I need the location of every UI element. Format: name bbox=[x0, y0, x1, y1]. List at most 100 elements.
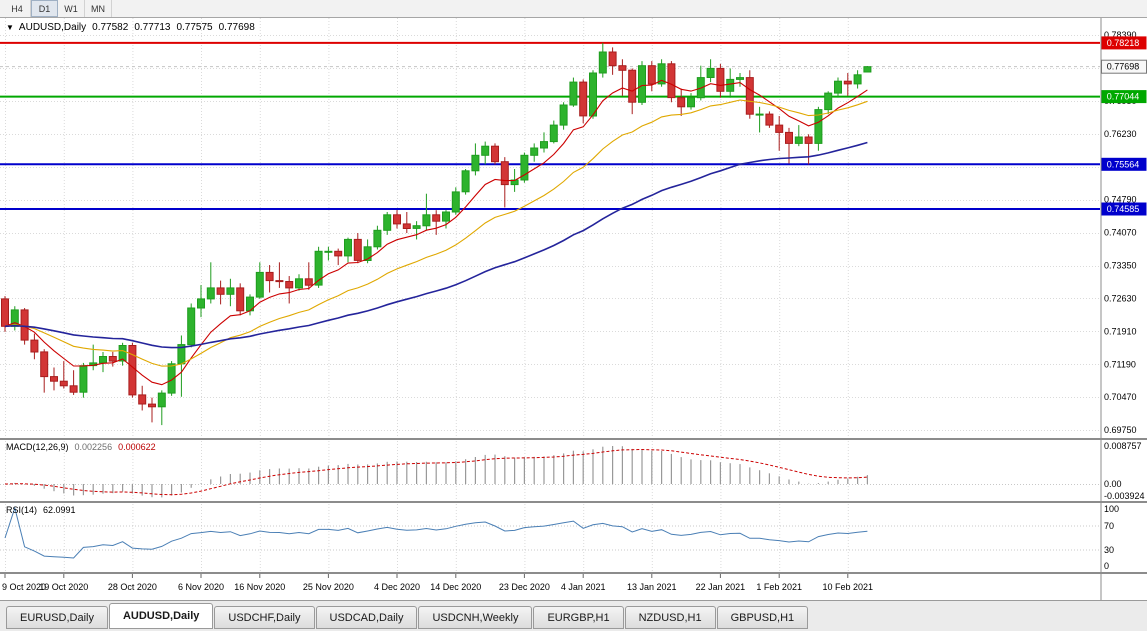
candle-body bbox=[275, 280, 284, 283]
candle-body bbox=[255, 271, 264, 298]
svg-text:13 Jan 2021: 13 Jan 2021 bbox=[627, 582, 677, 592]
price-badge bbox=[1101, 202, 1147, 216]
macd-panel bbox=[0, 446, 1100, 498]
ma-slow-line bbox=[4, 141, 868, 349]
candle-body bbox=[843, 80, 852, 85]
svg-text:0: 0 bbox=[1104, 561, 1109, 571]
candle-body bbox=[226, 287, 235, 295]
candle-body bbox=[157, 392, 166, 408]
candle-body bbox=[520, 154, 529, 181]
candle-body bbox=[834, 80, 842, 94]
candle-body bbox=[481, 145, 490, 156]
chart-symbol-period: AUDUSD,Daily bbox=[18, 22, 87, 33]
svg-text:0.74585: 0.74585 bbox=[1107, 204, 1140, 214]
candle-body bbox=[59, 380, 68, 387]
chart-tab[interactable]: USDCNH,Weekly bbox=[418, 606, 533, 629]
chart-tab[interactable]: EURUSD,Daily bbox=[6, 606, 108, 629]
timeframe-button-w1[interactable]: W1 bbox=[58, 0, 85, 17]
rsi-indicator-label: RSI(14) 62.0991 bbox=[6, 505, 76, 515]
candle-body bbox=[657, 63, 666, 85]
macd-name: MACD(12,26,9) bbox=[6, 442, 69, 452]
candle-body bbox=[677, 97, 686, 108]
svg-text:16 Nov 2020: 16 Nov 2020 bbox=[234, 582, 285, 592]
svg-text:9 Oct 2020: 9 Oct 2020 bbox=[2, 582, 46, 592]
chart-tab[interactable]: USDCAD,Daily bbox=[315, 606, 418, 629]
candle-body bbox=[324, 250, 333, 253]
candle-body bbox=[363, 246, 372, 262]
candle-body bbox=[500, 161, 509, 186]
svg-text:0.77044: 0.77044 bbox=[1107, 92, 1140, 102]
svg-text:0.74790: 0.74790 bbox=[1104, 195, 1137, 205]
svg-text:14 Dec 2020: 14 Dec 2020 bbox=[430, 582, 481, 592]
chart-tab[interactable]: USDCHF,Daily bbox=[214, 606, 315, 629]
chart-tab[interactable]: EURGBP,H1 bbox=[533, 606, 624, 629]
svg-text:0.76230: 0.76230 bbox=[1104, 129, 1137, 139]
candle-body bbox=[373, 229, 382, 248]
rsi-panel bbox=[0, 506, 1100, 559]
candle-body bbox=[344, 238, 352, 257]
main-plot-area[interactable] bbox=[0, 18, 1100, 438]
chart-tab[interactable]: AUDUSD,Daily bbox=[108, 603, 214, 629]
candle-body bbox=[402, 223, 411, 229]
collapse-chart-icon[interactable]: ▼ bbox=[6, 23, 14, 32]
svg-text:10 Feb 2021: 10 Feb 2021 bbox=[823, 582, 874, 592]
svg-text:0.78218: 0.78218 bbox=[1107, 38, 1140, 48]
ma-medium-line bbox=[4, 99, 868, 367]
candle-body bbox=[628, 69, 637, 103]
svg-text:0.74070: 0.74070 bbox=[1104, 228, 1137, 238]
rsi-line bbox=[4, 506, 868, 559]
candle-body bbox=[285, 281, 294, 289]
candle-body bbox=[295, 278, 303, 289]
candle-body bbox=[314, 250, 323, 286]
timeframe-button-d1[interactable]: D1 bbox=[31, 0, 58, 17]
svg-text:-0.003924: -0.003924 bbox=[1104, 491, 1145, 501]
candle-body bbox=[461, 170, 470, 193]
candle-body bbox=[304, 278, 313, 286]
candle-body bbox=[432, 214, 441, 222]
candle-body bbox=[824, 92, 833, 111]
svg-text:0.77698: 0.77698 bbox=[1107, 62, 1140, 72]
candle-body bbox=[755, 113, 764, 116]
candle-body bbox=[138, 394, 147, 405]
svg-text:100: 100 bbox=[1104, 504, 1119, 514]
candle-body bbox=[579, 81, 588, 117]
chart-tab[interactable]: NZDUSD,H1 bbox=[624, 606, 716, 629]
candle-body bbox=[589, 72, 597, 117]
svg-text:70: 70 bbox=[1104, 521, 1114, 531]
svg-text:0.70470: 0.70470 bbox=[1104, 392, 1137, 402]
rsi-plot-area[interactable] bbox=[0, 503, 1100, 572]
svg-text:30: 30 bbox=[1104, 545, 1114, 555]
candle-body bbox=[167, 363, 176, 394]
candle-body bbox=[491, 145, 499, 163]
candle-body bbox=[412, 225, 421, 229]
candle-body bbox=[393, 214, 401, 225]
candle-body bbox=[334, 250, 343, 257]
candle-body bbox=[726, 78, 735, 92]
svg-text:0.72630: 0.72630 bbox=[1104, 293, 1137, 303]
ohlc-open: 0.77582 bbox=[92, 22, 129, 33]
macd-plot-area[interactable] bbox=[0, 440, 1100, 501]
candle-body bbox=[148, 403, 156, 408]
price-level-lines[interactable] bbox=[0, 41, 1100, 211]
panel-separators bbox=[0, 438, 1147, 574]
price-badge bbox=[1101, 90, 1147, 104]
svg-text:4 Jan 2021: 4 Jan 2021 bbox=[561, 582, 606, 592]
candle-body bbox=[69, 385, 78, 393]
svg-text:1 Feb 2021: 1 Feb 2021 bbox=[756, 582, 802, 592]
candle-body bbox=[804, 136, 813, 144]
chart-tab[interactable]: GBPUSD,H1 bbox=[716, 606, 809, 629]
candle-body bbox=[187, 307, 196, 346]
candle-body bbox=[794, 136, 803, 144]
svg-text:0.71910: 0.71910 bbox=[1104, 326, 1137, 336]
timeframe-button-mn[interactable]: MN bbox=[85, 0, 112, 17]
candle-body bbox=[549, 124, 558, 143]
chart-tabs-bar: EURUSD,Daily AUDUSD,Daily USDCHF,Daily USDC… bbox=[0, 600, 1147, 631]
timeframe-button-h4[interactable]: H4 bbox=[4, 0, 31, 17]
candle-body bbox=[736, 77, 744, 80]
plot-overlays[interactable] bbox=[0, 18, 1100, 572]
candle-body bbox=[667, 63, 676, 99]
svg-text:0.78390: 0.78390 bbox=[1104, 30, 1137, 40]
